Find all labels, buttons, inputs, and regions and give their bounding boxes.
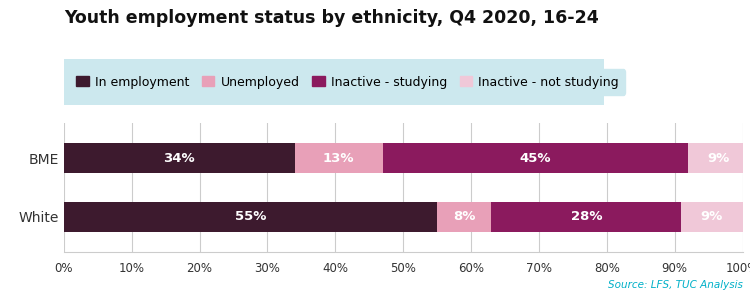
Text: Source: LFS, TUC Analysis: Source: LFS, TUC Analysis [608, 280, 742, 290]
Text: 34%: 34% [164, 152, 195, 165]
Text: 55%: 55% [235, 210, 266, 223]
Text: 28%: 28% [571, 210, 602, 223]
Bar [64, 143, 295, 173]
Bar [382, 143, 688, 173]
Text: 45%: 45% [520, 152, 551, 165]
Text: 9%: 9% [707, 152, 730, 165]
Bar [295, 143, 382, 173]
Text: 9%: 9% [700, 210, 723, 223]
Bar [688, 143, 749, 173]
Text: 8%: 8% [453, 210, 476, 223]
Bar [682, 202, 742, 232]
FancyBboxPatch shape [64, 59, 604, 105]
Text: Youth employment status by ethnicity, Q4 2020, 16-24: Youth employment status by ethnicity, Q4… [64, 9, 599, 27]
Bar [64, 202, 437, 232]
Bar [491, 202, 682, 232]
Bar [437, 202, 491, 232]
Text: 13%: 13% [323, 152, 355, 165]
Legend: In employment, Unemployed, Inactive - studying, Inactive - not studying: In employment, Unemployed, Inactive - st… [70, 69, 626, 95]
